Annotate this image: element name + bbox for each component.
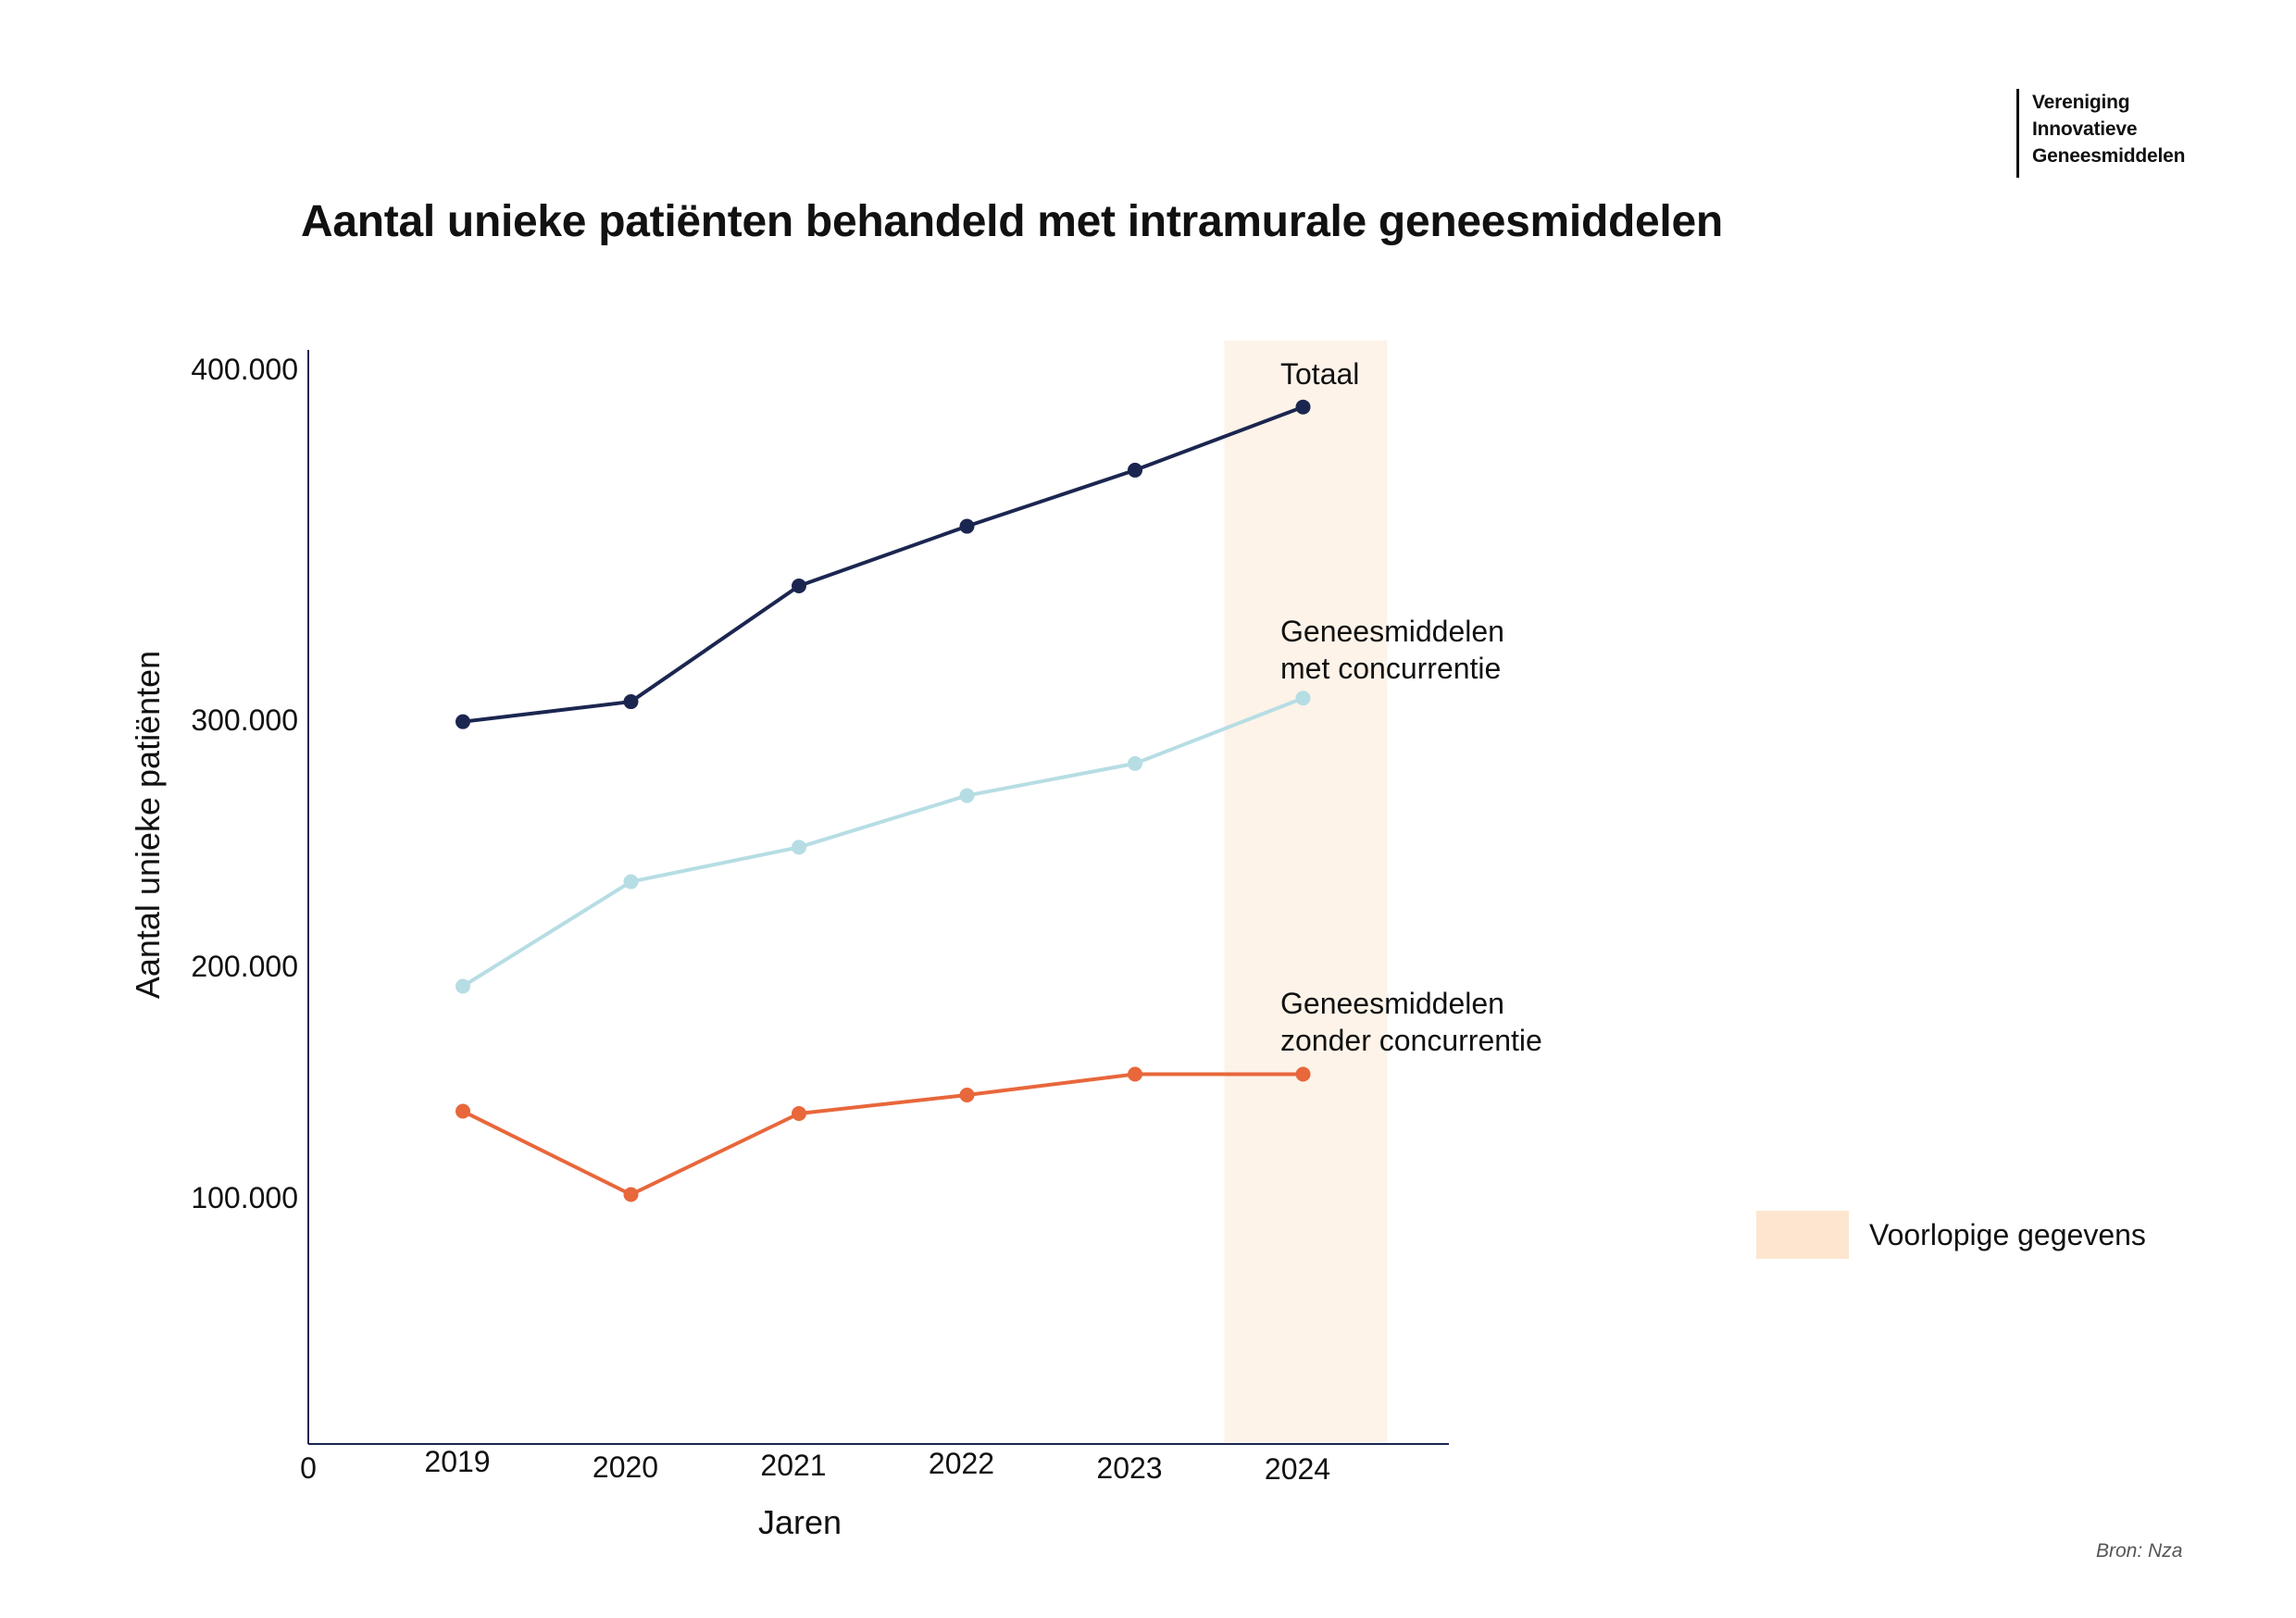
series-label-met_concurrentie-line-1: Geneesmiddelen [1280, 615, 1504, 648]
x-axis-title: Jaren [758, 1503, 842, 1541]
data-point-zonder_concurrentie-2020 [623, 1187, 639, 1202]
data-point-zonder_concurrentie-2019 [455, 1103, 470, 1119]
logo-line-2: Innovatieve [2032, 118, 2138, 140]
series-label-zonder_concurrentie-line-1: Geneesmiddelen [1280, 987, 1504, 1020]
y-axis-title: Aantal unieke patiënten [129, 651, 167, 999]
preliminary-data-band [1224, 341, 1388, 1442]
logo-line-3: Geneesmiddelen [2032, 145, 2186, 167]
data-point-totaal-2022 [959, 518, 975, 534]
x-tick-label-2021: 2021 [760, 1449, 826, 1482]
x-tick-label-2023: 2023 [1096, 1451, 1162, 1485]
data-point-met_concurrentie-2020 [623, 874, 639, 890]
data-point-zonder_concurrentie-2023 [1128, 1066, 1142, 1082]
y-tick-label-3: 300.000 [191, 703, 298, 737]
source-note: Bron: Nza [2096, 1540, 2183, 1562]
chart-title: Aantal unieke patiënten behandeld met in… [301, 197, 1723, 246]
x-tick-label-2022: 2022 [929, 1447, 994, 1480]
x-tick-label-2020: 2020 [593, 1450, 658, 1484]
y-tick-label-2: 200.000 [191, 950, 298, 983]
x-tick-label-2019: 2019 [424, 1445, 490, 1478]
data-point-totaal-2021 [792, 578, 806, 593]
series-line-totaal [461, 404, 1305, 724]
y-tick-label-1: 100.000 [191, 1181, 298, 1214]
data-point-met_concurrentie-2019 [455, 978, 470, 994]
data-point-zonder_concurrentie-2021 [792, 1106, 806, 1121]
data-point-met_concurrentie-2023 [1128, 755, 1142, 771]
data-point-met_concurrentie-2024 [1295, 691, 1311, 706]
organization-logo: Vereniging Innovatieve Geneesmiddelen [2016, 89, 2185, 178]
data-point-met_concurrentie-2022 [959, 788, 975, 803]
legend-swatch-preliminary [1756, 1211, 1849, 1259]
series-label-totaal-line-1: Totaal [1280, 357, 1359, 391]
legend: Voorlopige gegevens [1756, 1211, 2146, 1259]
data-point-totaal-2020 [623, 694, 639, 710]
data-point-met_concurrentie-2021 [792, 840, 806, 855]
series-line-zonder_concurrentie [461, 1072, 1305, 1197]
series-label-zonder_concurrentie-line-2: zonder concurrentie [1280, 1024, 1542, 1057]
logo-line-1: Vereniging [2032, 92, 2130, 113]
data-point-totaal-2019 [455, 714, 470, 729]
x-tick-label-2024: 2024 [1265, 1452, 1330, 1486]
x-origin-label: 0 [300, 1451, 317, 1485]
y-tick-label-4: 400.000 [191, 353, 298, 386]
legend-label-preliminary: Voorlopige gegevens [1869, 1217, 2146, 1251]
series-label-met_concurrentie-line-2: met concurrentie [1280, 652, 1501, 685]
data-point-totaal-2023 [1128, 462, 1142, 478]
series-line-met_concurrentie [461, 696, 1305, 989]
data-point-zonder_concurrentie-2024 [1295, 1066, 1311, 1082]
data-point-totaal-2024 [1295, 399, 1311, 415]
data-point-zonder_concurrentie-2022 [959, 1088, 975, 1102]
